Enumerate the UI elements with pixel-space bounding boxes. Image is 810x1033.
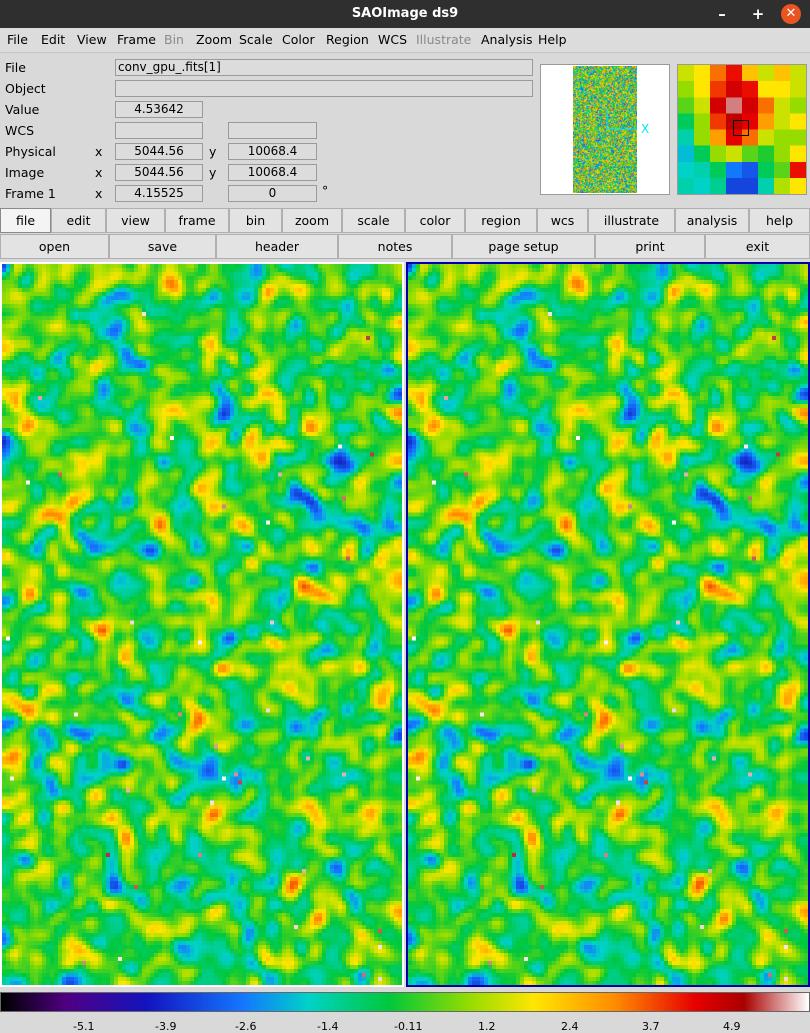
value-label: Value <box>5 102 40 117</box>
file-field: conv_gpu_.fits[1] <box>115 59 533 76</box>
btn-page-setup[interactable]: page setup <box>452 234 595 259</box>
colorbar-tick: -0.11 <box>394 1020 423 1033</box>
window-title: SAOImage ds9 <box>351 6 459 21</box>
btn-color[interactable]: color <box>405 208 465 233</box>
compass-icon <box>606 109 637 130</box>
menu-zoom[interactable]: Zoom <box>196 32 233 47</box>
image-y-field: 10068.4 <box>228 164 317 181</box>
maximize-button[interactable]: + <box>751 5 765 23</box>
frame-2-image[interactable] <box>408 264 808 985</box>
colorbar-tick: 3.7 <box>642 1020 660 1033</box>
menu-analysis[interactable]: Analysis <box>481 32 533 47</box>
btn-help[interactable]: help <box>749 208 810 233</box>
menu-wcs[interactable]: WCS <box>378 32 408 47</box>
colorbar-ticks: -5.1 -3.9 -2.6 -1.4 -0.11 1.2 2.4 3.7 4.… <box>0 1012 810 1033</box>
menu-bin[interactable]: Bin <box>164 32 184 47</box>
magnifier <box>677 64 807 195</box>
menu-view[interactable]: View <box>77 32 107 47</box>
colorbar-tick: -2.6 <box>235 1020 257 1033</box>
value-field: 4.53642 <box>115 101 203 118</box>
physical-x-field: 5044.56 <box>115 143 203 160</box>
compass-x-label: X <box>641 122 650 136</box>
colorbar[interactable] <box>0 992 810 1012</box>
btn-scale[interactable]: scale <box>342 208 405 233</box>
close-button[interactable]: ✕ <box>781 4 801 24</box>
image-frame-1[interactable] <box>0 262 404 987</box>
button-bar-file: open save header notes page setup print … <box>0 234 810 259</box>
btn-region[interactable]: region <box>465 208 537 233</box>
btn-print[interactable]: print <box>595 234 705 259</box>
physical-y-label: y <box>209 144 217 159</box>
magnifier-cursor-box <box>733 120 749 136</box>
menu-scale[interactable]: Scale <box>239 32 273 47</box>
frame-x-field: 4.15525 <box>115 185 203 202</box>
btn-bin[interactable]: bin <box>229 208 282 233</box>
image-x-label: x <box>95 165 103 180</box>
menu-color[interactable]: Color <box>282 32 315 47</box>
colorbar-tick: -3.9 <box>155 1020 177 1033</box>
menu-bar: File Edit View Frame Bin Zoom Scale Colo… <box>0 28 810 53</box>
btn-file[interactable]: file <box>0 208 51 233</box>
menu-help[interactable]: Help <box>538 32 567 47</box>
panner[interactable]: X <box>540 64 670 195</box>
image-frame-2[interactable] <box>406 262 810 987</box>
btn-exit[interactable]: exit <box>705 234 810 259</box>
image-x-field: 5044.56 <box>115 164 203 181</box>
menu-frame[interactable]: Frame <box>117 32 156 47</box>
colorbar-tick: 1.2 <box>478 1020 496 1033</box>
btn-frame[interactable]: frame <box>165 208 229 233</box>
colorbar-tick: 2.4 <box>561 1020 579 1033</box>
menu-file[interactable]: File <box>7 32 28 47</box>
wcs-label: WCS <box>5 123 35 138</box>
btn-zoom[interactable]: zoom <box>282 208 342 233</box>
colorbar-tick: -5.1 <box>73 1020 95 1033</box>
menu-illustrate[interactable]: Illustrate <box>416 32 472 47</box>
wcs-field-2 <box>228 122 317 139</box>
btn-illustrate[interactable]: illustrate <box>588 208 675 233</box>
minimize-button[interactable]: – <box>718 5 726 23</box>
frame-y-field: 0 <box>228 185 317 202</box>
btn-wcs[interactable]: wcs <box>537 208 588 233</box>
object-label: Object <box>5 81 46 96</box>
image-label: Image <box>5 165 45 180</box>
menu-edit[interactable]: Edit <box>41 32 66 47</box>
object-field <box>115 80 533 97</box>
frame-x-label: x <box>95 186 103 201</box>
frame-1-image[interactable] <box>2 264 402 985</box>
button-bar-main: file edit view frame bin zoom scale colo… <box>0 208 810 233</box>
image-y-label: y <box>209 165 217 180</box>
btn-header[interactable]: header <box>216 234 338 259</box>
menu-region[interactable]: Region <box>326 32 369 47</box>
colorbar-tick: 4.9 <box>723 1020 741 1033</box>
magnifier-image <box>678 65 806 194</box>
physical-x-label: x <box>95 144 103 159</box>
degree-symbol: ° <box>322 183 329 198</box>
btn-open[interactable]: open <box>0 234 109 259</box>
physical-label: Physical <box>5 144 56 159</box>
colorbar-tick: -1.4 <box>317 1020 339 1033</box>
btn-analysis[interactable]: analysis <box>675 208 749 233</box>
colorbar-gradient[interactable] <box>1 993 809 1011</box>
wcs-field-1 <box>115 122 203 139</box>
btn-notes[interactable]: notes <box>338 234 452 259</box>
btn-view[interactable]: view <box>106 208 165 233</box>
physical-y-field: 10068.4 <box>228 143 317 160</box>
title-bar: SAOImage ds9 – + ✕ <box>0 0 810 28</box>
file-label: File <box>5 60 26 75</box>
btn-save[interactable]: save <box>109 234 216 259</box>
frame-label: Frame 1 <box>5 186 56 201</box>
btn-edit[interactable]: edit <box>51 208 106 233</box>
